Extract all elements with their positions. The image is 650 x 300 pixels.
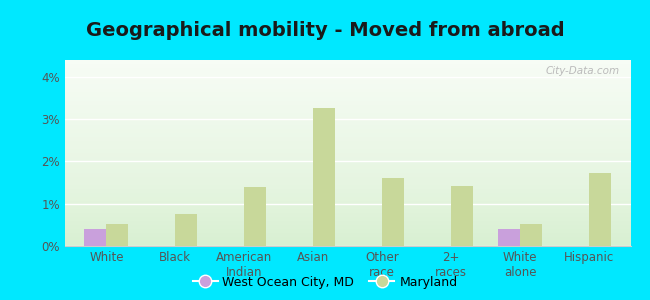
Bar <box>84 229 107 246</box>
Text: City-Data.com: City-Data.com <box>545 66 619 76</box>
Bar <box>313 108 335 246</box>
Bar <box>451 186 473 246</box>
Bar <box>107 224 129 246</box>
Bar <box>589 173 611 246</box>
Text: Geographical mobility - Moved from abroad: Geographical mobility - Moved from abroa… <box>86 21 564 40</box>
Bar <box>176 214 198 246</box>
Legend: West Ocean City, MD, Maryland: West Ocean City, MD, Maryland <box>187 271 463 294</box>
Bar <box>382 178 404 246</box>
Bar <box>498 229 520 246</box>
Bar <box>520 224 542 246</box>
Bar <box>244 187 266 246</box>
